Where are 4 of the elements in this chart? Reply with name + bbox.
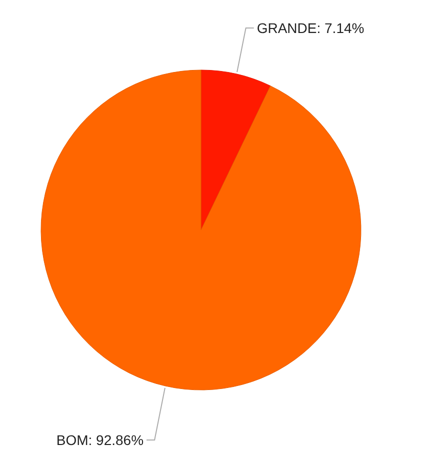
slice-label: GRANDE: 7.14% xyxy=(256,20,364,36)
pie-slice xyxy=(200,70,271,230)
slice-label: BOM: 92.86% xyxy=(56,432,144,448)
pie-slice xyxy=(40,70,362,390)
